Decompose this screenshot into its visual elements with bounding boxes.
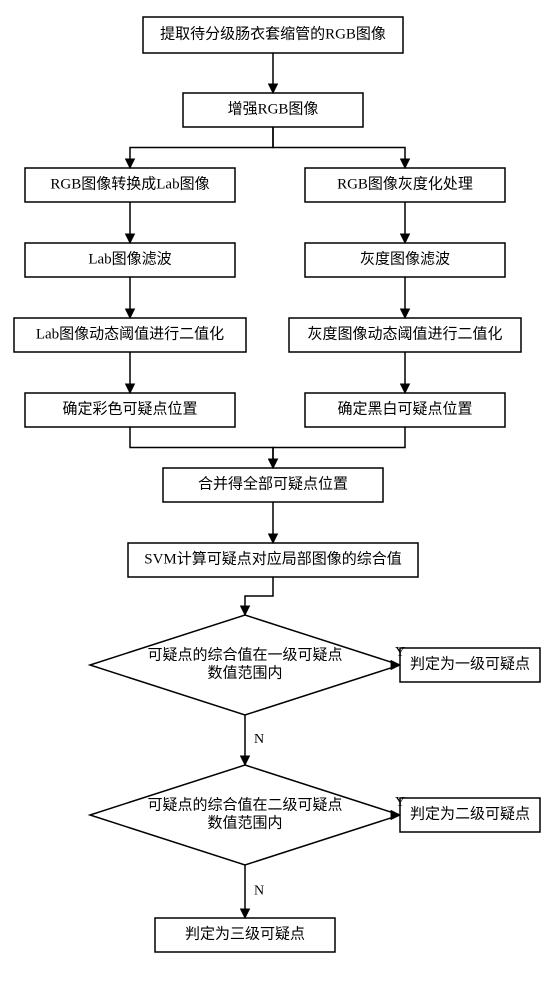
node-label: 灰度图像动态阈值进行二值化 (307, 325, 502, 342)
node-n15: 可疑点的综合值在二级可疑点数值范围内 (90, 765, 400, 865)
edge (273, 427, 405, 468)
node-n13: 可疑点的综合值在一级可疑点数值范围内 (90, 615, 400, 715)
edge-label: N (254, 884, 264, 899)
node-label: 增强RGB图像 (228, 100, 319, 117)
node-label: 可疑点的综合值在一级可疑点 (147, 646, 342, 663)
node-label: 可疑点的综合值在二级可疑点 (147, 796, 342, 813)
node-label: 合并得全部可疑点位置 (198, 474, 348, 492)
node-label: Lab图像滤波 (88, 250, 171, 267)
node-n5: Lab图像滤波 (25, 243, 235, 277)
node-n7: Lab图像动态阈值进行二值化 (14, 318, 246, 352)
node-n8: 灰度图像动态阈值进行二值化 (289, 318, 521, 352)
node-label: 提取待分级肠衣套缩管的RGB图像 (160, 25, 386, 42)
node-n1: 提取待分级肠衣套缩管的RGB图像 (143, 17, 403, 53)
node-n11: 合并得全部可疑点位置 (163, 468, 383, 502)
edge-label: Y (395, 795, 405, 810)
node-label: RGB图像转换成Lab图像 (50, 175, 209, 192)
node-n9: 确定彩色可疑点位置 (25, 393, 235, 427)
node-label: SVM计算可疑点对应局部图像的综合值 (144, 549, 402, 567)
node-n14: 判定为一级可疑点 (400, 648, 540, 682)
node-label: Lab图像动态阈值进行二值化 (36, 325, 224, 342)
node-n6: 灰度图像滤波 (305, 243, 505, 277)
edge (130, 427, 273, 468)
node-label: 数值范围内 (207, 664, 282, 681)
edge (245, 577, 273, 615)
node-label: 判定为三级可疑点 (185, 925, 305, 942)
node-n3: RGB图像转换成Lab图像 (25, 168, 235, 202)
node-label: 判定为二级可疑点 (410, 805, 530, 822)
flowchart: 提取待分级肠衣套缩管的RGB图像增强RGB图像 RGB图像转换成Lab图像 RGB图… (0, 0, 547, 1000)
node-label: 确定黑白可疑点位置 (337, 400, 472, 417)
node-label: 判定为一级可疑点 (410, 655, 530, 672)
edge-label: N (254, 732, 264, 747)
edge-label: Y (395, 645, 405, 660)
node-n10: 确定黑白可疑点位置 (305, 393, 505, 427)
node-n12: SVM计算可疑点对应局部图像的综合值 (128, 543, 418, 577)
edge (130, 127, 273, 168)
node-label: RGB图像灰度化处理 (337, 175, 473, 192)
node-label: 灰度图像滤波 (360, 250, 450, 267)
node-label: 数值范围内 (207, 814, 282, 831)
node-n16: 判定为二级可疑点 (400, 798, 540, 832)
node-n17: 判定为三级可疑点 (155, 918, 335, 952)
node-label: 确定彩色可疑点位置 (62, 400, 197, 417)
node-n2: 增强RGB图像 (183, 93, 363, 127)
node-n4: RGB图像灰度化处理 (305, 168, 505, 202)
edge (273, 127, 405, 168)
